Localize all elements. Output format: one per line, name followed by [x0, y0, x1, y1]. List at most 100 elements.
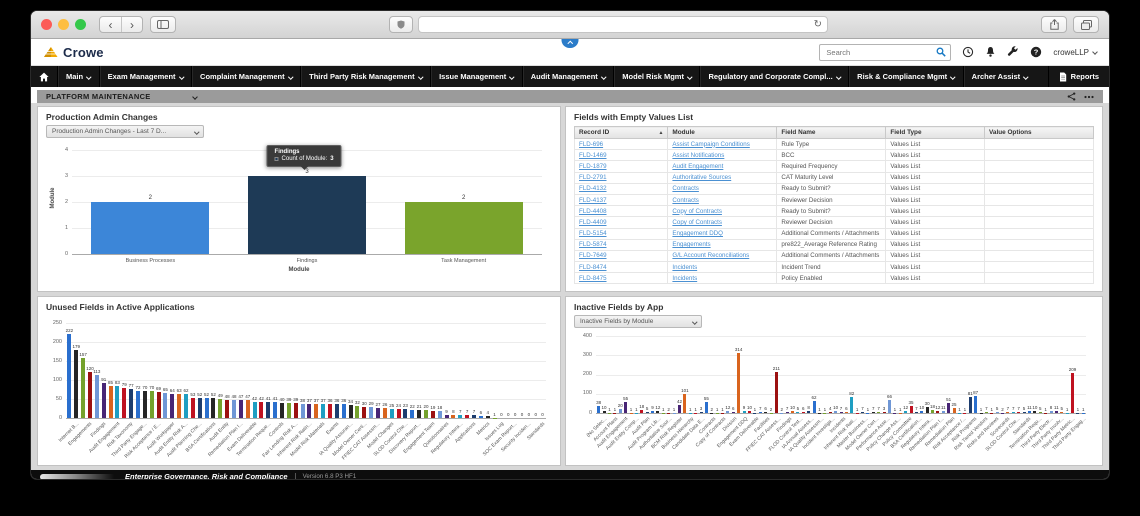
bar[interactable] — [801, 411, 805, 413]
module-link[interactable]: Incidents — [672, 274, 698, 282]
bar[interactable] — [968, 397, 972, 413]
nav-item-model-risk-mgmt[interactable]: Model Risk Mgmt — [613, 66, 699, 87]
nav-item-risk-compliance-mgmt[interactable]: Risk & Compliance Mgmt — [848, 66, 963, 87]
bar[interactable] — [410, 409, 415, 418]
bar[interactable] — [785, 411, 789, 413]
bar-chart[interactable]: 0 1 2 3 4 2 3 2 Business Processes Findings Task M… — [46, 138, 552, 280]
share-button[interactable] — [1041, 16, 1067, 33]
bar[interactable] — [163, 393, 168, 418]
bar[interactable] — [747, 411, 751, 413]
module-link[interactable]: Audit Engagement — [672, 162, 724, 170]
bar[interactable] — [1049, 411, 1053, 413]
bar[interactable] — [931, 409, 935, 413]
bar[interactable] — [861, 411, 865, 413]
bar[interactable] — [458, 415, 463, 418]
bar[interactable] — [904, 410, 908, 413]
bar[interactable] — [1022, 412, 1026, 413]
bar[interactable] — [341, 404, 346, 418]
bar[interactable] — [430, 410, 435, 418]
module-link[interactable]: G/L Account Reconciliations — [672, 252, 750, 260]
bar[interactable] — [791, 411, 795, 413]
bar[interactable] — [645, 412, 649, 413]
record-id-link[interactable]: FLD-1469 — [579, 151, 607, 159]
back-button[interactable]: ‹ — [108, 17, 113, 32]
bar[interactable] — [472, 415, 476, 418]
bar[interactable] — [1033, 411, 1037, 413]
minimize-window-button[interactable] — [58, 19, 69, 30]
bar[interactable] — [314, 403, 319, 418]
bar[interactable] — [844, 411, 848, 413]
bar[interactable] — [839, 411, 843, 413]
record-id-link[interactable]: FLD-1879 — [579, 162, 607, 170]
bar[interactable] — [184, 394, 188, 418]
bar[interactable] — [651, 411, 655, 413]
bar[interactable] — [280, 402, 284, 418]
bar[interactable] — [88, 372, 92, 418]
module-link[interactable]: Contracts — [672, 196, 699, 204]
bar[interactable] — [764, 411, 768, 413]
bar[interactable] — [273, 402, 278, 418]
bar[interactable] — [920, 411, 924, 413]
nav-item-audit-management[interactable]: Audit Management — [521, 66, 614, 87]
bar[interactable] — [1071, 372, 1075, 413]
bar[interactable] — [334, 404, 339, 418]
bar[interactable] — [156, 391, 161, 418]
bar[interactable] — [1017, 411, 1021, 413]
bar[interactable] — [404, 202, 523, 254]
nav-reports-button[interactable]: Reports — [1047, 66, 1109, 87]
module-link[interactable]: Incidents — [672, 263, 698, 271]
bar[interactable] — [245, 400, 250, 418]
column-header[interactable]: Value Options — [983, 126, 1095, 139]
bar[interactable] — [1054, 410, 1058, 413]
bar[interactable] — [149, 391, 154, 418]
zoom-window-button[interactable] — [75, 19, 86, 30]
bar[interactable] — [941, 410, 945, 413]
bar[interactable] — [742, 411, 746, 413]
bar[interactable] — [115, 386, 120, 418]
bar[interactable] — [602, 411, 606, 413]
bar[interactable] — [1060, 412, 1064, 413]
bar[interactable] — [914, 411, 918, 413]
module-link[interactable]: Assist Campaign Conditions — [672, 140, 750, 148]
module-link[interactable]: Assist Notifications — [672, 151, 725, 159]
user-menu[interactable]: croweLLP — [1053, 48, 1098, 57]
admin-wrench-icon[interactable] — [1007, 46, 1019, 58]
bar[interactable] — [417, 410, 422, 418]
nav-item-regulatory-and-corporate-compl[interactable]: Regulatory and Corporate Compl... — [699, 66, 848, 87]
bar[interactable] — [328, 404, 332, 418]
bar[interactable] — [909, 406, 913, 413]
record-id-link[interactable]: FLD-7649 — [579, 252, 607, 260]
nav-item-complaint-management[interactable]: Complaint Management — [191, 66, 300, 87]
bar[interactable] — [94, 375, 99, 418]
bar[interactable] — [170, 393, 175, 418]
bar[interactable] — [731, 411, 735, 413]
bar[interactable] — [656, 410, 660, 413]
bar[interactable] — [774, 372, 778, 413]
bar[interactable] — [81, 358, 86, 418]
tab-overview-button[interactable] — [1073, 16, 1099, 33]
close-window-button[interactable] — [41, 19, 52, 30]
bar[interactable] — [396, 408, 401, 418]
bar[interactable] — [382, 408, 387, 418]
bar[interactable] — [190, 397, 195, 418]
bar[interactable] — [321, 403, 326, 418]
bar[interactable] — [142, 391, 147, 418]
module-link[interactable]: Engagements — [672, 241, 711, 249]
bar[interactable] — [74, 349, 79, 418]
bar[interactable] — [952, 408, 956, 413]
module-link[interactable]: Contracts — [672, 185, 699, 193]
record-id-link[interactable]: FLD-4132 — [579, 185, 607, 193]
bar[interactable] — [699, 412, 703, 413]
bar[interactable] — [218, 399, 223, 418]
record-id-link[interactable]: FLD-5154 — [579, 230, 607, 238]
site-settings-button[interactable] — [389, 16, 413, 33]
bar[interactable] — [101, 383, 106, 418]
bar[interactable] — [136, 390, 140, 418]
record-id-link[interactable]: FLD-4408 — [579, 207, 607, 215]
bar[interactable] — [403, 409, 408, 418]
production-admin-filter-dropdown[interactable]: Production Admin Changes - Last 7 D... — [46, 125, 204, 138]
module-link[interactable]: Copy of Contracts — [672, 207, 722, 215]
record-id-link[interactable]: FLD-696 — [579, 140, 604, 148]
bar[interactable] — [828, 412, 832, 413]
bar[interactable] — [640, 409, 644, 413]
